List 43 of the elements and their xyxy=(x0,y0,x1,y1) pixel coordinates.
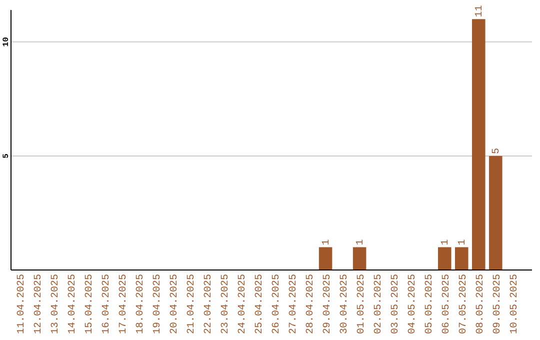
x-tick-label: 08.05.2025 xyxy=(476,274,487,334)
bar xyxy=(489,156,502,270)
x-tick-label: 19.04.2025 xyxy=(152,274,164,334)
x-tick-label: 12.04.2025 xyxy=(33,274,44,334)
data-label: 5 xyxy=(492,148,503,154)
x-tick-label: 16.04.2025 xyxy=(101,274,112,334)
bar xyxy=(454,247,468,270)
x-tick-label: 17.04.2025 xyxy=(118,274,130,334)
x-tick-label: 04.05.2025 xyxy=(408,274,419,334)
x-tick-label: 25.04.2025 xyxy=(254,274,266,334)
x-tick-label: 05.05.2025 xyxy=(424,274,436,334)
x-tick-label: 24.04.2025 xyxy=(237,274,248,334)
x-tick-label: 15.04.2025 xyxy=(84,274,96,334)
x-tick-label: 29.04.2025 xyxy=(322,274,334,334)
data-label: 1 xyxy=(322,239,333,246)
x-tick-label: 09.05.2025 xyxy=(492,274,504,334)
data-label: 1 xyxy=(440,239,452,246)
bar xyxy=(352,247,366,270)
x-tick-label: 27.04.2025 xyxy=(288,274,300,334)
x-tick-label: 28.04.2025 xyxy=(306,274,317,334)
x-tick-label: 01.05.2025 xyxy=(356,274,368,334)
data-label: 1 xyxy=(458,239,469,246)
x-tick-label: 21.04.2025 xyxy=(186,274,198,334)
x-tick-label: 07.05.2025 xyxy=(458,274,470,334)
x-tick-label: 11.04.2025 xyxy=(16,274,28,334)
x-tick-label: 26.04.2025 xyxy=(272,274,283,334)
bar xyxy=(472,19,486,270)
x-tick-label: 22.04.2025 xyxy=(203,274,214,334)
data-label: 11 xyxy=(474,5,486,18)
x-tick-label: 13.04.2025 xyxy=(50,274,62,334)
bar xyxy=(438,247,452,270)
bar xyxy=(318,247,332,270)
x-tick-label: 03.05.2025 xyxy=(390,274,402,334)
x-tick-label: 20.04.2025 xyxy=(169,274,180,334)
x-tick-label: 02.05.2025 xyxy=(374,274,385,334)
x-tick-label: 23.04.2025 xyxy=(220,274,232,334)
data-label: 1 xyxy=(356,239,367,246)
x-tick-label: 06.05.2025 xyxy=(442,274,453,334)
x-tick-label: 14.04.2025 xyxy=(67,274,78,334)
x-tick-label: 30.04.2025 xyxy=(340,274,351,334)
y-tick-label: 10 xyxy=(2,36,11,47)
x-tick-label: 10.05.2025 xyxy=(510,274,521,334)
x-tick-label: 18.04.2025 xyxy=(135,274,146,334)
